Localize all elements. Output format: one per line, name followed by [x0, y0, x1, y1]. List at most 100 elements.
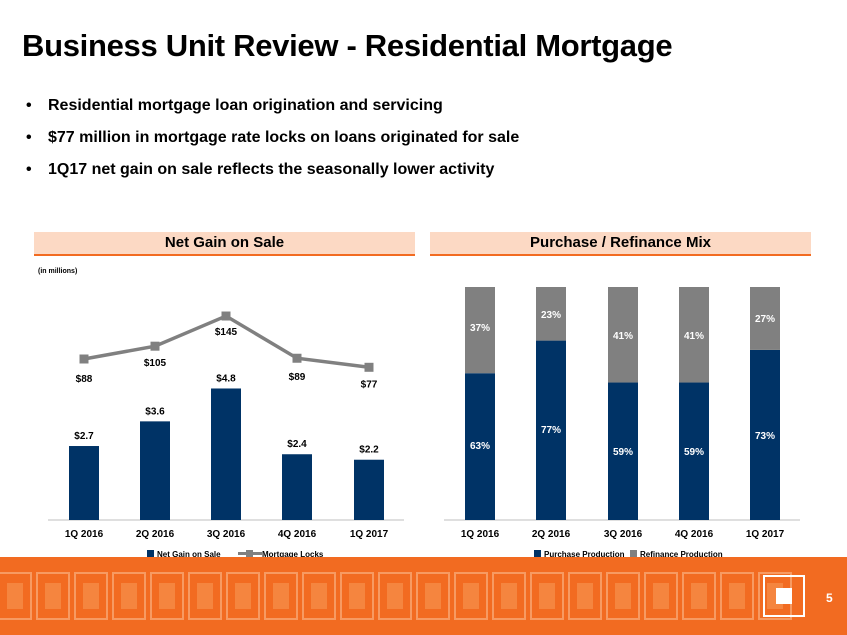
footer-tile — [492, 572, 526, 620]
footer-tile — [606, 572, 640, 620]
line-data-label: $89 — [289, 372, 306, 383]
x-tick-label: 3Q 2016 — [207, 529, 246, 540]
footer-band — [0, 557, 847, 635]
bar — [211, 388, 241, 520]
footer-pattern — [0, 572, 792, 620]
bar-data-label: $4.8 — [216, 373, 236, 384]
bar-data-label: $2.4 — [287, 439, 307, 450]
stack-data-label: 41% — [684, 331, 704, 342]
bar-data-label: $3.6 — [145, 406, 165, 417]
x-tick-label: 1Q 2017 — [746, 529, 785, 540]
footer-tile-inner — [159, 583, 175, 609]
stack-data-label: 37% — [470, 323, 490, 334]
stack-data-label: 59% — [613, 447, 633, 458]
footer-tile — [720, 572, 754, 620]
page-number: 5 — [826, 591, 833, 605]
footer-tile-inner — [45, 583, 61, 609]
bullet-text: 1Q17 net gain on sale reflects the seaso… — [48, 161, 495, 178]
footer-tile-inner — [197, 583, 213, 609]
line-data-label: $77 — [361, 379, 378, 390]
footer-tile-inner — [121, 583, 137, 609]
bar-refinance — [465, 287, 495, 374]
line-marker — [364, 362, 374, 372]
footer-tile-inner — [83, 583, 99, 609]
bullet-dot: • — [26, 97, 32, 114]
bar-refinance — [536, 287, 566, 341]
footer-tile-inner — [463, 583, 479, 609]
bullet-dot: • — [26, 129, 32, 146]
bar-purchase — [750, 349, 780, 520]
mix-chart-title: Purchase / Refinance Mix — [430, 232, 811, 256]
bullet-text: Residential mortgage loan origination an… — [48, 97, 443, 114]
footer-tile — [226, 572, 260, 620]
bullet-item: • Residential mortgage loan origination a… — [26, 96, 519, 128]
stack-data-label: 23% — [541, 310, 561, 321]
bar — [354, 459, 384, 520]
footer-tile — [416, 572, 450, 620]
footer-tile-inner — [349, 583, 365, 609]
footer-tile-inner — [539, 583, 555, 609]
footer-tile-inner — [235, 583, 251, 609]
stack-data-label: 41% — [613, 331, 633, 342]
stack-data-label: 59% — [684, 447, 704, 458]
footer-tile — [302, 572, 336, 620]
x-tick-label: 1Q 2016 — [461, 529, 500, 540]
line-data-label: $88 — [76, 374, 93, 385]
bullet-item: • $77 million in mortgage rate locks on l… — [26, 128, 519, 160]
x-tick-label: 2Q 2016 — [532, 529, 571, 540]
footer-tile-inner — [653, 583, 669, 609]
footer-tile — [0, 572, 32, 620]
line-data-label: $105 — [144, 358, 167, 369]
legend-label: Mortgage Locks — [262, 550, 324, 559]
x-tick-label: 3Q 2016 — [604, 529, 643, 540]
bullet-item: • 1Q17 net gain on sale reflects the seas… — [26, 160, 519, 192]
footer-tile-inner — [7, 583, 23, 609]
x-tick-label: 1Q 2017 — [350, 529, 389, 540]
footer-tile — [74, 572, 108, 620]
footer-tile-inner — [501, 583, 517, 609]
bullet-text: $77 million in mortgage rate locks on lo… — [48, 129, 520, 146]
stack-data-label: 77% — [541, 425, 561, 436]
bar — [140, 421, 170, 520]
footer-tile-inner — [387, 583, 403, 609]
footer-tile — [454, 572, 488, 620]
net-gain-chart-title: Net Gain on Sale — [34, 232, 415, 256]
legend-swatch-marker — [246, 550, 253, 557]
footer-tile — [568, 572, 602, 620]
bullet-list: • Residential mortgage loan origination a… — [26, 96, 519, 192]
x-tick-label: 4Q 2016 — [278, 529, 317, 540]
legend-label: Net Gain on Sale — [157, 550, 221, 559]
x-tick-label: 2Q 2016 — [136, 529, 175, 540]
footer-tile — [340, 572, 374, 620]
bar — [69, 446, 99, 520]
units-note: (in millions) — [38, 268, 78, 275]
line-marker — [150, 341, 160, 351]
legend-label: Refinance Production — [640, 550, 723, 559]
line-marker — [79, 354, 89, 364]
footer-tile-inner — [425, 583, 441, 609]
bar-refinance — [750, 287, 780, 350]
bar-refinance — [608, 287, 638, 383]
footer-tile — [112, 572, 146, 620]
bar-data-label: $2.7 — [74, 431, 94, 442]
line-marker — [221, 311, 231, 321]
stack-data-label: 63% — [470, 441, 490, 452]
page-title: Business Unit Review - Residential Mortg… — [22, 28, 673, 63]
bullet-dot: • — [26, 161, 32, 178]
legend-label: Purchase Production — [544, 550, 625, 559]
footer-tile — [682, 572, 716, 620]
legend-swatch-bar — [147, 550, 154, 557]
logo-icon — [763, 575, 805, 617]
legend-swatch-refinance — [630, 550, 637, 557]
line-data-label: $145 — [215, 327, 238, 338]
footer-tile-inner — [273, 583, 289, 609]
stack-data-label: 73% — [755, 431, 775, 442]
bar-purchase — [536, 340, 566, 520]
footer-tile — [150, 572, 184, 620]
footer-tile — [188, 572, 222, 620]
footer-tile-inner — [691, 583, 707, 609]
bar-purchase — [608, 382, 638, 520]
footer-tile — [378, 572, 412, 620]
